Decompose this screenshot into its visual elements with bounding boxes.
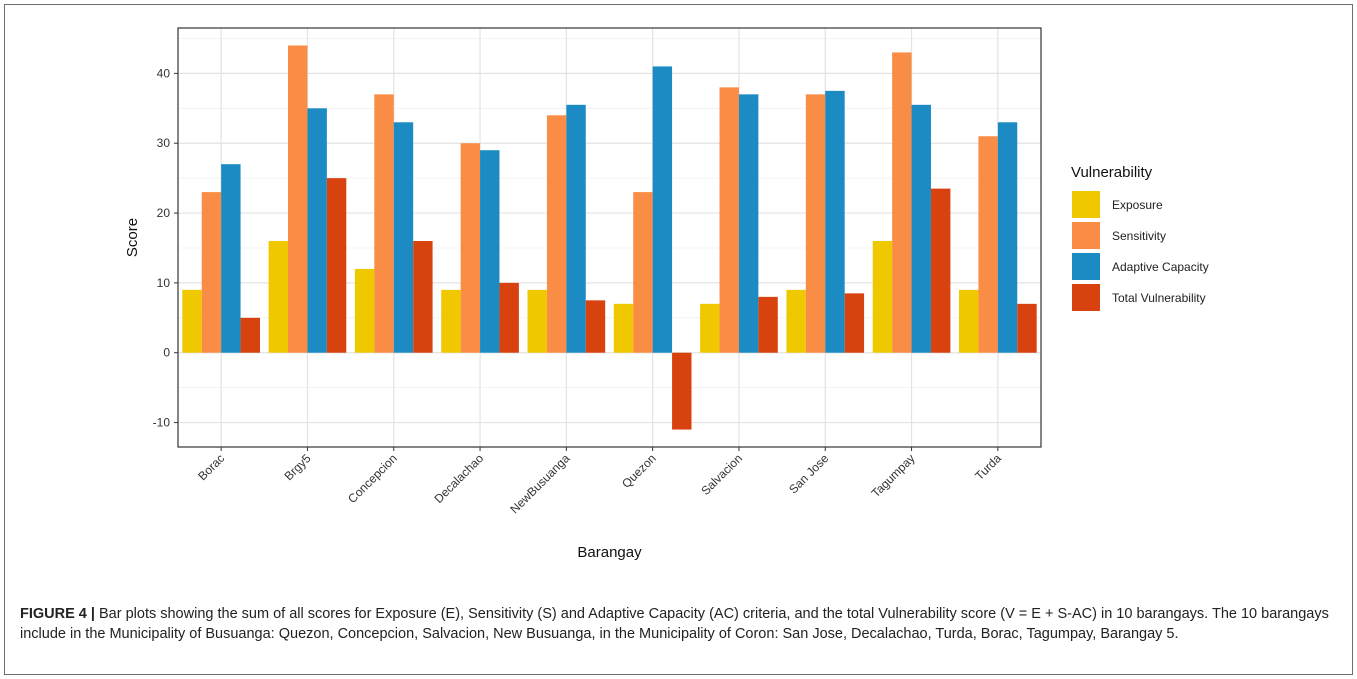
bar-exposure bbox=[700, 303, 720, 353]
bar-sensitivity bbox=[978, 136, 998, 353]
bar-total-vulnerability bbox=[1017, 303, 1037, 353]
bar-total-vulnerability bbox=[930, 188, 951, 353]
bar-adaptive-capacity bbox=[652, 66, 673, 353]
bar-sensitivity bbox=[546, 115, 567, 353]
bar-sensitivity bbox=[460, 143, 481, 353]
legend-swatch bbox=[1072, 191, 1100, 218]
y-tick-label: 0 bbox=[163, 346, 170, 360]
bar-adaptive-capacity bbox=[566, 104, 586, 353]
bar-sensitivity bbox=[288, 45, 308, 353]
legend-label: Sensitivity bbox=[1112, 229, 1166, 243]
bar-adaptive-capacity bbox=[480, 150, 500, 353]
bar-total-vulnerability bbox=[585, 300, 606, 353]
bar-adaptive-capacity bbox=[825, 90, 845, 353]
caption-text: Bar plots showing the sum of all scores … bbox=[20, 606, 1329, 642]
bar-adaptive-capacity bbox=[997, 122, 1018, 353]
bar-exposure bbox=[441, 289, 461, 353]
legend-swatch bbox=[1072, 284, 1100, 311]
x-axis-ticks: Borac Brgy5 Concepcion Decalachao NewBusuang… bbox=[195, 447, 1004, 516]
bar-exposure bbox=[872, 240, 893, 353]
bar-exposure bbox=[268, 240, 289, 353]
legend: Vulnerability Exposure Sensitivity Adaptiv… bbox=[1071, 164, 1209, 311]
bar-exposure bbox=[354, 268, 375, 353]
bar-total-vulnerability bbox=[499, 282, 519, 353]
x-tick-label: San Jose bbox=[786, 451, 832, 497]
x-tick-label: NewBusuanga bbox=[507, 451, 572, 516]
y-tick-label: 10 bbox=[157, 276, 171, 290]
x-tick-label: Concepcion bbox=[345, 451, 400, 506]
y-tick-label: 40 bbox=[157, 66, 171, 80]
x-tick-label: Decalachao bbox=[431, 451, 486, 506]
bar-sensitivity bbox=[805, 94, 826, 353]
bar-exposure bbox=[959, 289, 979, 353]
bar-total-vulnerability bbox=[844, 293, 865, 353]
bar-total-vulnerability bbox=[326, 178, 347, 353]
legend-swatch bbox=[1072, 253, 1100, 280]
bar-exposure bbox=[786, 289, 806, 353]
bar-chart: -10 0 10 20 30 40 Borac Brgy5 Concepcion Decalac… bbox=[124, 27, 1209, 561]
bar-sensitivity bbox=[719, 87, 739, 353]
y-axis-ticks: -10 0 10 20 30 40 bbox=[153, 66, 178, 430]
caption-label: FIGURE 4 | bbox=[20, 606, 95, 622]
y-axis-title: Score bbox=[124, 218, 141, 257]
x-axis-title: Barangay bbox=[577, 544, 642, 561]
bar-adaptive-capacity bbox=[393, 122, 414, 353]
bar-total-vulnerability bbox=[758, 296, 778, 353]
legend-label: Total Vulnerability bbox=[1112, 291, 1206, 305]
figure-caption: FIGURE 4 | Bar plots showing the sum of … bbox=[20, 604, 1335, 644]
bar-exposure bbox=[527, 289, 547, 353]
bar-adaptive-capacity bbox=[911, 104, 931, 353]
x-tick-label: Borac bbox=[195, 451, 227, 483]
legend-swatch bbox=[1072, 222, 1100, 249]
bar-adaptive-capacity bbox=[221, 164, 241, 353]
bar-total-vulnerability bbox=[413, 240, 433, 353]
legend-label: Exposure bbox=[1112, 198, 1163, 212]
bar-sensitivity bbox=[633, 192, 653, 353]
bar-exposure bbox=[613, 303, 634, 353]
y-tick-label: 30 bbox=[157, 136, 171, 150]
bar-adaptive-capacity bbox=[738, 94, 759, 353]
bar-adaptive-capacity bbox=[307, 108, 327, 353]
plot-panel-border bbox=[177, 27, 1042, 448]
bar-sensitivity bbox=[374, 94, 394, 353]
bar-exposure bbox=[182, 289, 202, 353]
bar-total-vulnerability bbox=[672, 352, 692, 430]
x-tick-label: Salvacion bbox=[698, 451, 745, 498]
y-tick-label: -10 bbox=[153, 416, 171, 430]
legend-label: Adaptive Capacity bbox=[1112, 260, 1209, 274]
x-tick-label: Tagumpay bbox=[869, 451, 918, 500]
bars bbox=[182, 45, 1037, 430]
bar-total-vulnerability bbox=[240, 317, 260, 353]
legend-title: Vulnerability bbox=[1071, 164, 1153, 181]
y-tick-label: 20 bbox=[157, 206, 171, 220]
x-tick-label: Brgy5 bbox=[281, 451, 313, 483]
bar-sensitivity bbox=[201, 192, 222, 353]
x-tick-label: Turda bbox=[972, 451, 1004, 483]
bar-sensitivity bbox=[892, 52, 912, 353]
x-tick-label: Quezon bbox=[619, 451, 659, 491]
